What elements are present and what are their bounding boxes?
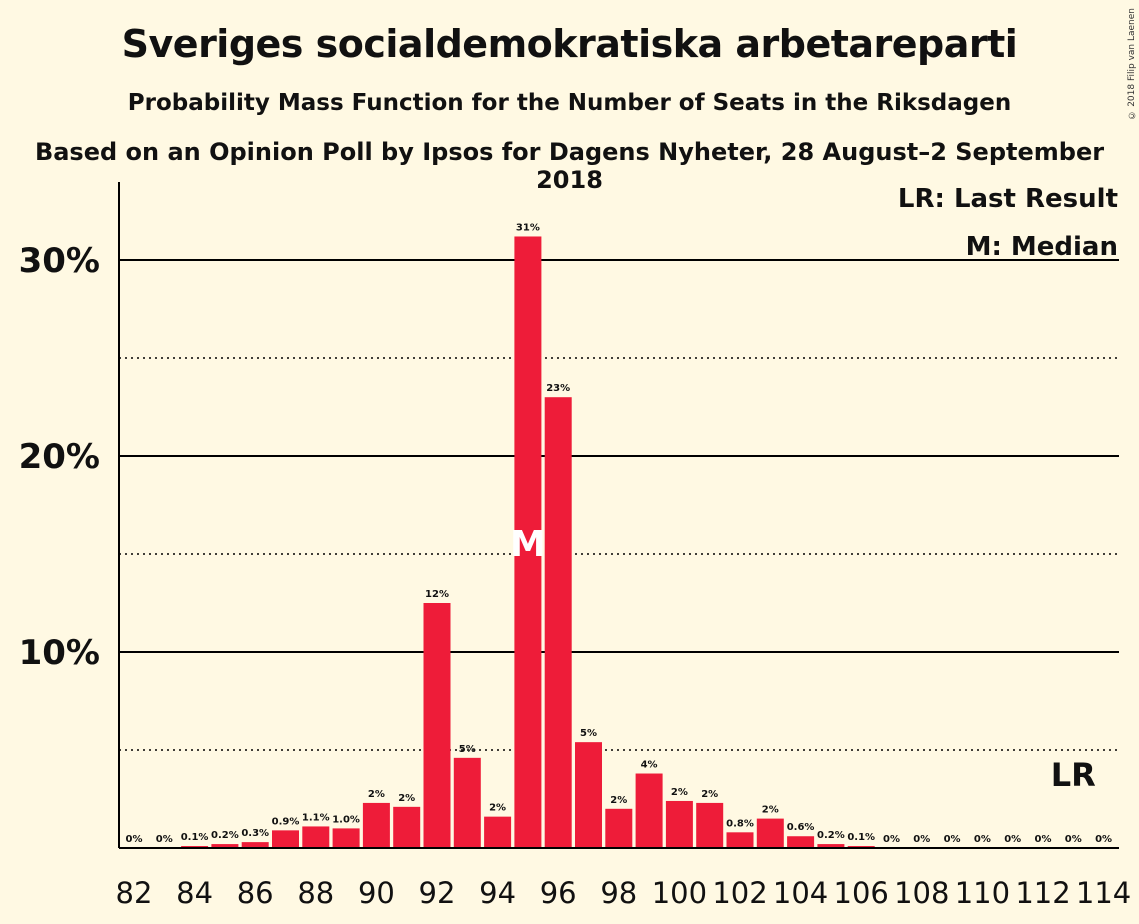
legend-median: M: Median bbox=[965, 232, 1118, 262]
x-tick-label: 94 bbox=[479, 876, 516, 910]
bar bbox=[817, 844, 845, 848]
bar-value-label: 0.2% bbox=[211, 830, 239, 841]
bar-value-label: 0% bbox=[883, 834, 900, 845]
bar-value-label: 0.9% bbox=[272, 816, 300, 827]
bar bbox=[453, 757, 481, 848]
x-tick-label: 110 bbox=[955, 876, 1010, 910]
bar-value-label: 0% bbox=[1004, 834, 1021, 845]
bar bbox=[665, 800, 693, 848]
bar-value-label: 0% bbox=[126, 834, 143, 845]
bar bbox=[484, 816, 512, 848]
bar bbox=[362, 802, 390, 848]
chart-title: Sveriges socialdemokratiska arbetarepart… bbox=[121, 22, 1018, 66]
bar-value-label: 0.8% bbox=[726, 818, 754, 829]
median-marker: M bbox=[510, 524, 546, 565]
y-tick-label: 30% bbox=[19, 241, 100, 281]
x-tick-label: 112 bbox=[1015, 876, 1070, 910]
chart-subtitle: Probability Mass Function for the Number… bbox=[127, 90, 1012, 116]
bar bbox=[787, 836, 815, 848]
x-tick-label: 100 bbox=[652, 876, 707, 910]
bar-value-label: 0.6% bbox=[787, 822, 815, 833]
bar-value-label: 0% bbox=[1095, 834, 1112, 845]
bar-value-label: 2% bbox=[671, 787, 688, 798]
bar-value-label: 31% bbox=[516, 222, 540, 233]
bar-value-label: 2% bbox=[489, 803, 506, 814]
bar-value-label: 2% bbox=[701, 789, 718, 800]
y-tick-label: 20% bbox=[19, 437, 100, 477]
bar bbox=[272, 830, 299, 848]
x-tick-label: 104 bbox=[773, 876, 828, 910]
bar bbox=[726, 832, 754, 848]
bar-value-label: 4% bbox=[641, 760, 658, 771]
bar-value-label: 2% bbox=[762, 805, 779, 816]
bar-value-label: 1.0% bbox=[332, 814, 360, 825]
bar bbox=[393, 806, 421, 848]
x-tick-label: 82 bbox=[116, 876, 153, 910]
legend-last-result: LR: Last Result bbox=[897, 184, 1118, 214]
x-tick-label: 86 bbox=[237, 876, 274, 910]
bar bbox=[756, 818, 784, 848]
bar-value-label: 0.2% bbox=[817, 830, 845, 841]
bar bbox=[575, 742, 602, 848]
bar bbox=[241, 842, 269, 848]
x-tick-label: 90 bbox=[358, 876, 395, 910]
bar-value-label: 23% bbox=[546, 383, 570, 394]
bar bbox=[635, 773, 663, 848]
x-tick-label: 92 bbox=[419, 876, 456, 910]
x-tick-label: 114 bbox=[1076, 876, 1131, 910]
bar-value-label: 0% bbox=[1065, 834, 1082, 845]
bar-value-label: 0% bbox=[1035, 834, 1052, 845]
x-tick-label: 106 bbox=[834, 876, 889, 910]
bar-value-label: 2% bbox=[398, 793, 415, 804]
bar-value-label: 0.1% bbox=[181, 832, 209, 843]
x-tick-label: 102 bbox=[712, 876, 767, 910]
bar bbox=[211, 844, 239, 848]
bar bbox=[696, 802, 724, 848]
bar-value-label: 0% bbox=[974, 834, 991, 845]
bar-value-label: 5% bbox=[459, 744, 476, 755]
bar-value-label: 0% bbox=[944, 834, 961, 845]
x-tick-label: 84 bbox=[176, 876, 213, 910]
bar bbox=[332, 828, 360, 848]
x-tick-label: 96 bbox=[540, 876, 577, 910]
bar bbox=[605, 808, 633, 848]
x-tick-label: 88 bbox=[297, 876, 334, 910]
bar-value-label: 0.3% bbox=[241, 828, 269, 839]
bar-value-label: 1.1% bbox=[302, 812, 330, 823]
bar bbox=[423, 603, 451, 848]
bar-value-label: 2% bbox=[368, 789, 385, 800]
y-tick-label: 10% bbox=[19, 633, 100, 673]
bar-value-label: 0% bbox=[913, 834, 930, 845]
bar-value-label: 0.1% bbox=[847, 832, 875, 843]
last-result-marker: LR bbox=[1051, 756, 1096, 794]
x-tick-label: 108 bbox=[894, 876, 949, 910]
bar-value-label: 12% bbox=[425, 589, 449, 600]
bar bbox=[514, 236, 542, 849]
bar-value-label: 5% bbox=[580, 728, 597, 739]
x-tick-label: 98 bbox=[600, 876, 637, 910]
bar bbox=[302, 826, 330, 848]
bar-value-label: 2% bbox=[610, 795, 627, 806]
bar bbox=[544, 397, 572, 848]
chart-source: Based on an Opinion Poll by Ipsos for Da… bbox=[34, 138, 1105, 194]
bar-value-label: 0% bbox=[156, 834, 173, 845]
